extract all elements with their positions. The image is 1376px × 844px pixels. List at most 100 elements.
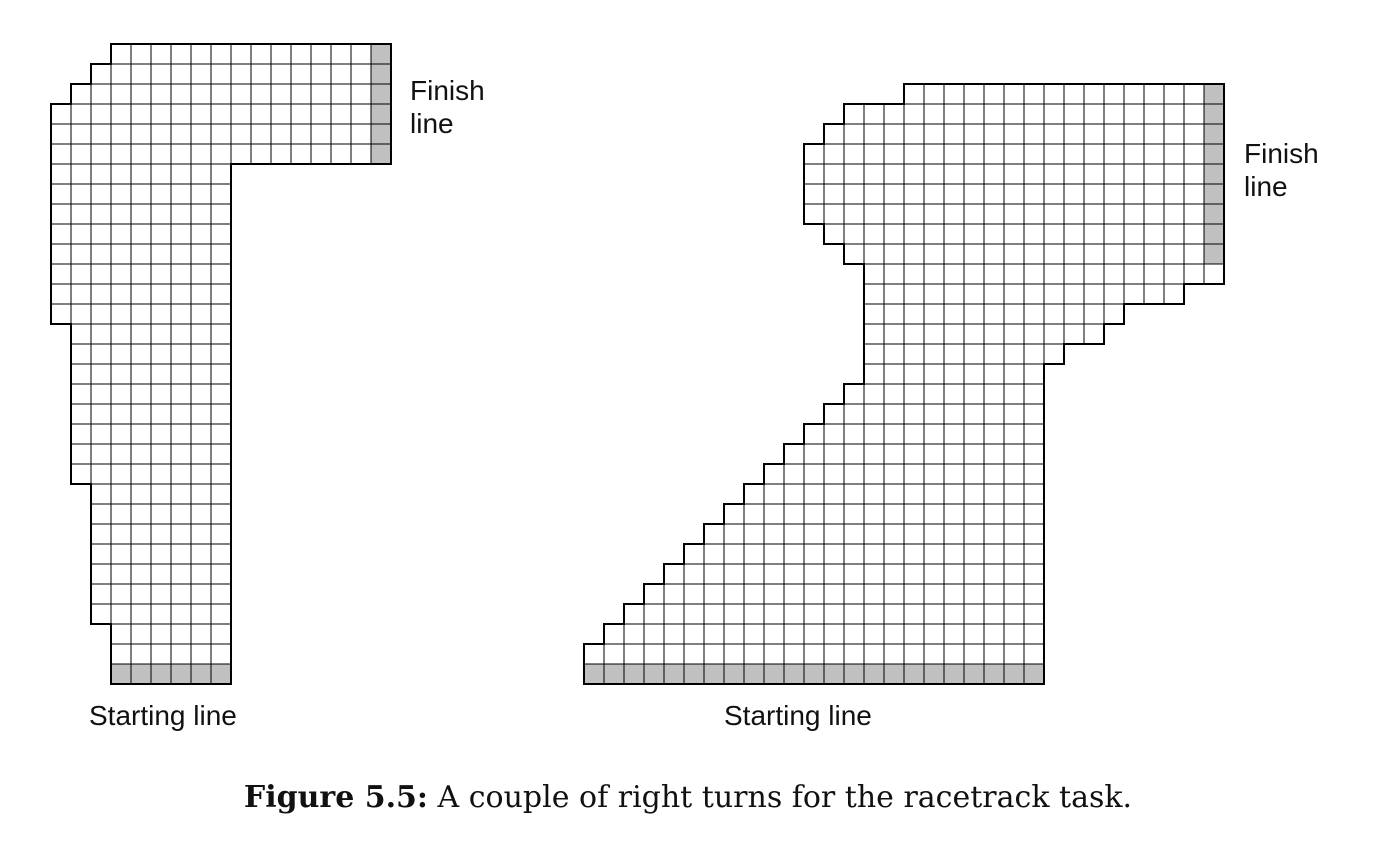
track-cell — [723, 503, 745, 525]
track-cell — [150, 243, 172, 265]
track-cell — [683, 643, 705, 665]
track-cell — [943, 623, 965, 645]
track-cell — [1023, 263, 1045, 285]
track-cell — [110, 643, 132, 665]
track-cell — [150, 443, 172, 465]
start-cell — [983, 663, 1005, 685]
track-cell — [1023, 563, 1045, 585]
track-cell — [70, 323, 92, 345]
track-cell — [210, 303, 232, 325]
track-cell — [843, 163, 865, 185]
track-cell — [170, 643, 192, 665]
track-cell — [1063, 223, 1085, 245]
track-cell — [110, 263, 132, 285]
track-cell — [963, 523, 985, 545]
track-cell — [1003, 283, 1025, 305]
track-cell — [743, 543, 765, 565]
track-cell — [943, 463, 965, 485]
track-cell — [863, 543, 885, 565]
track-cell — [903, 83, 925, 105]
track-cell — [1123, 163, 1145, 185]
track-cell — [963, 263, 985, 285]
track-cell — [50, 263, 72, 285]
finish-cell — [370, 83, 392, 105]
track-cell — [1023, 503, 1045, 525]
track-cell — [803, 443, 825, 465]
start-cell — [603, 663, 625, 685]
track-cell — [1103, 243, 1125, 265]
track-cell — [130, 263, 152, 285]
track-cell — [843, 563, 865, 585]
track-cell — [983, 323, 1005, 345]
track-cell — [210, 203, 232, 225]
track-cell — [1103, 223, 1125, 245]
track-cell — [1063, 83, 1085, 105]
track-cell — [50, 143, 72, 165]
track-cell — [70, 343, 92, 365]
track-cell — [1043, 323, 1065, 345]
track-cell — [963, 383, 985, 405]
track-cell — [843, 443, 865, 465]
start-cell — [923, 663, 945, 685]
track-cell — [723, 583, 745, 605]
track-cell — [1103, 203, 1125, 225]
track-cell — [50, 243, 72, 265]
track-cell — [290, 43, 312, 65]
track-cell — [110, 363, 132, 385]
track-cell — [90, 503, 112, 525]
start-cell — [903, 663, 925, 685]
start-cell — [843, 663, 865, 685]
track-cell — [150, 323, 172, 345]
track-cell — [603, 623, 625, 645]
track-cell — [150, 123, 172, 145]
track-cell — [883, 123, 905, 145]
track-cell — [150, 263, 172, 285]
track-cell — [703, 623, 725, 645]
track-cell — [1083, 103, 1105, 125]
start-cell — [703, 663, 725, 685]
track-cell — [623, 623, 645, 645]
track-cell — [110, 463, 132, 485]
start-cell — [643, 663, 665, 685]
track-cell — [1063, 283, 1085, 305]
track-cell — [963, 443, 985, 465]
track-cell — [130, 603, 152, 625]
track-cell — [90, 63, 112, 85]
track-cell — [150, 103, 172, 125]
track-cell — [1023, 303, 1045, 325]
track-cell — [130, 83, 152, 105]
track-cell — [190, 423, 212, 445]
track-cell — [923, 243, 945, 265]
track-cell — [883, 103, 905, 125]
track-cell — [763, 543, 785, 565]
track-cell — [803, 423, 825, 445]
figure-caption: Figure 5.5: A couple of right turns for … — [0, 780, 1376, 815]
track-cell — [943, 223, 965, 245]
track-cell — [783, 563, 805, 585]
track-cell — [1043, 83, 1065, 105]
track-cell — [70, 283, 92, 305]
track-cell — [1043, 103, 1065, 125]
track-cell — [130, 563, 152, 585]
track-cell — [110, 443, 132, 465]
track-cell — [823, 203, 845, 225]
track-cell — [110, 383, 132, 405]
track-cell — [50, 283, 72, 305]
track-cell — [130, 403, 152, 425]
track-cell — [170, 363, 192, 385]
track-cell — [823, 483, 845, 505]
track-cell — [130, 123, 152, 145]
track-cell — [110, 343, 132, 365]
track-cell — [803, 183, 825, 205]
track-cell — [110, 243, 132, 265]
track-cell — [983, 423, 1005, 445]
track-cell — [863, 603, 885, 625]
track-cell — [170, 443, 192, 465]
track-cell — [983, 363, 1005, 385]
track-cell — [983, 523, 1005, 545]
track-cell — [150, 363, 172, 385]
track-cell — [923, 423, 945, 445]
track-cell — [130, 363, 152, 385]
track-cell — [963, 203, 985, 225]
track-cell — [883, 183, 905, 205]
